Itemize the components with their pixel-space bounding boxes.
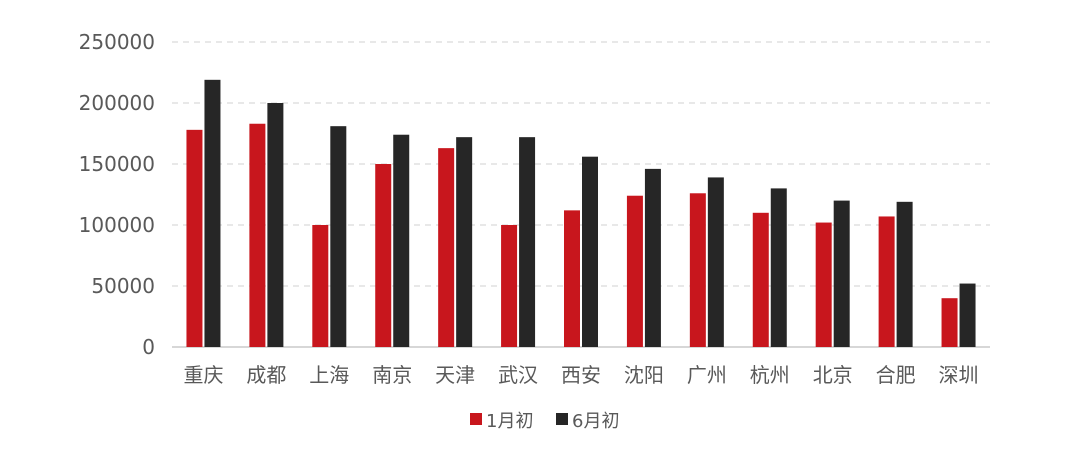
bar-jun-8 <box>707 177 724 347</box>
x-category-label: 北京 <box>813 363 853 387</box>
x-category-label: 成都 <box>246 363 286 387</box>
x-category-label: 深圳 <box>939 363 979 387</box>
x-category-label: 西安 <box>561 363 601 387</box>
bar-jan-0 <box>186 129 203 347</box>
x-category-label: 南京 <box>372 363 412 387</box>
x-axis-categories: 重庆 成都 上海 南京 天津 武汉 西安 沈阳 广州 杭州 北京 合肥 深圳 <box>183 363 978 387</box>
legend-label: 6月初 <box>572 411 619 432</box>
x-category-label: 杭州 <box>750 363 790 387</box>
bar-jun-12 <box>959 283 976 347</box>
bar-jan-1 <box>249 123 266 348</box>
x-category-label: 合肥 <box>876 363 916 387</box>
y-tick-label: 0 <box>142 335 155 359</box>
legend-swatch <box>556 413 568 425</box>
legend-swatch <box>470 413 482 425</box>
x-category-label: 上海 <box>309 363 349 387</box>
bar-jan-4 <box>438 148 455 347</box>
bar-jun-4 <box>456 137 473 347</box>
bar-jun-6 <box>582 156 598 347</box>
bar-jun-5 <box>519 137 536 347</box>
bar-jun-9 <box>770 188 787 347</box>
x-category-label: 武汉 <box>498 363 538 387</box>
x-category-label: 沈阳 <box>624 363 664 387</box>
bar-jan-5 <box>501 225 518 347</box>
y-tick-label: 250000 <box>79 30 155 54</box>
bar-jan-9 <box>752 212 769 347</box>
bars <box>186 79 976 348</box>
y-axis-ticks: 0 50000 100000 150000 200000 250000 <box>79 30 155 359</box>
y-tick-label: 150000 <box>79 152 155 176</box>
bar-jan-2 <box>312 225 329 347</box>
bar-jan-11 <box>878 216 895 347</box>
y-tick-label: 100000 <box>79 213 155 237</box>
bar-jun-2 <box>330 126 347 348</box>
x-category-label: 重庆 <box>183 363 223 387</box>
bar-jun-1 <box>267 103 284 347</box>
bar-jan-12 <box>941 298 958 347</box>
bar-jan-10 <box>815 222 832 347</box>
legend-label: 1月初 <box>486 411 533 432</box>
bar-jun-3 <box>393 134 410 347</box>
bar-jan-7 <box>626 195 643 347</box>
x-category-label: 天津 <box>435 363 475 387</box>
bar-jun-7 <box>644 168 661 347</box>
y-tick-label: 50000 <box>91 274 155 298</box>
bar-jun-10 <box>833 200 850 347</box>
bar-jan-8 <box>689 193 706 347</box>
y-tick-label: 200000 <box>79 91 155 115</box>
legend: 1月初 6月初 <box>470 411 619 432</box>
bar-jun-11 <box>896 201 913 347</box>
bar-jan-3 <box>375 164 392 347</box>
x-category-label: 广州 <box>687 363 727 387</box>
bar-jun-0 <box>204 79 221 347</box>
bar-jan-6 <box>564 210 580 347</box>
gridlines <box>172 41 990 287</box>
